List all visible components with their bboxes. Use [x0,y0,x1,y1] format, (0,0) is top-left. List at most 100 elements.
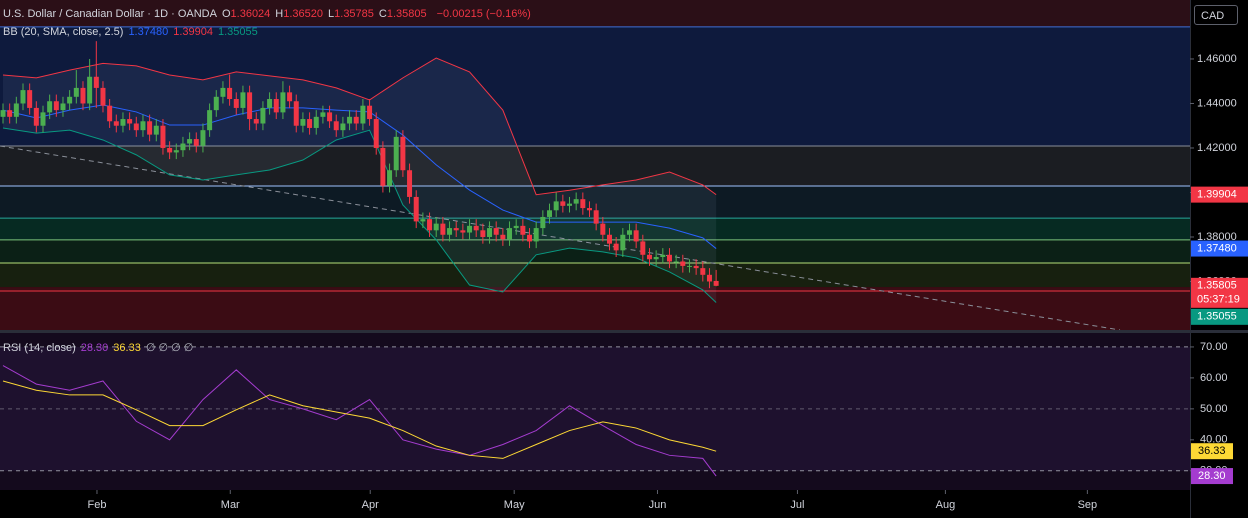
candle-body [693,265,699,269]
candle-body [640,241,646,255]
candle-body [713,280,719,286]
rsi-y-tick-label: 40.00 [1200,434,1228,446]
x-tick-label: Apr [362,499,379,511]
candle-body [273,99,279,113]
candle-body [646,254,652,260]
candle-body [73,87,79,97]
candle-body [93,76,99,88]
candle-body [307,119,313,128]
candle-body [467,225,473,233]
candle-body [13,103,19,117]
candle-body [387,170,393,186]
candle-body [320,112,326,117]
candle-body [613,243,619,251]
candle-body [340,123,346,131]
candle-body [626,230,632,235]
candle-body [147,121,153,135]
candle-body [153,125,159,135]
candle-body [433,223,439,231]
candle-body [373,119,379,148]
candle-body [540,216,546,229]
x-tick-label: Jul [790,499,804,511]
rsi-ma-line [2,380,717,459]
price-badge-label: 1.37480 [1197,242,1237,254]
candle-body [253,119,259,124]
candle-body [587,208,593,211]
main-pane [0,0,1190,330]
ohlc-key: H [275,8,284,20]
rsi-value: 28.30 [80,342,109,354]
candle-body [167,147,173,153]
bb-upper-value: 1.39904 [173,26,213,38]
candle-body [380,147,386,186]
candle-body [313,116,319,128]
zone [0,26,1190,146]
candle-body [120,119,126,126]
candle-body [420,219,426,222]
price-axis [1190,0,1248,518]
rsi-y-tick-label: 70.00 [1200,341,1228,353]
candle-body [407,170,413,197]
candle-body [573,199,579,204]
x-tick-label: Mar [221,499,240,511]
candle-body [413,196,419,222]
x-tick-label: Aug [936,499,956,511]
candle-body [240,92,246,108]
zone [0,287,1190,330]
candle-body [487,228,493,237]
zone [0,0,1190,27]
candle-body [633,230,639,242]
candle-body [700,268,706,275]
y-tick-label: 1.46000 [1197,53,1237,65]
price-badge-label: 1.35805 [1197,280,1237,292]
price-badge-label: 1.35055 [1197,311,1237,323]
candle-body [0,110,6,117]
candle-body [393,136,399,171]
y-tick-label: 1.42000 [1197,142,1237,154]
candle-body [666,254,672,262]
candle-body [7,110,13,117]
candle-body [160,125,166,148]
price-badge [1191,186,1248,203]
rsi-line [2,365,717,477]
candle-body [427,219,433,231]
rsi-placeholder: ∅ ∅ ∅ ∅ [145,342,194,354]
ohlc-value: 1.36520 [283,8,324,20]
rsi-pane [0,333,1190,490]
candle-body [233,99,239,108]
change: −0.00215 (−0.16%) [436,8,531,20]
zone [0,218,1190,240]
candle-body [200,130,206,146]
candle-body [67,96,73,104]
candle-body [706,274,712,282]
candle-body [513,225,519,229]
symbol-header: U.S. Dollar / Canadian Dollar · 1D · OAN… [3,8,536,20]
candle-body [347,116,353,124]
candle-body [460,230,466,233]
candle-body [327,112,333,122]
zone [0,263,1190,288]
candle-body [560,201,566,206]
candle-body [40,112,46,126]
candle-body [527,234,533,242]
candle-body [680,261,686,266]
rsi-plot [0,346,1190,477]
candle-body [493,228,499,235]
candle-body [127,119,133,124]
rsi-badge [1191,443,1233,460]
currency-button[interactable]: CAD [1194,5,1238,25]
bb-basis-value: 1.37480 [128,26,169,38]
rsi-y-tick-label: 60.00 [1200,372,1228,384]
rsi-legend: RSI (14, close) 28.30 36.33 ∅ ∅ ∅ ∅ [3,341,198,354]
rsi-badge [1191,468,1233,485]
candle-body [553,201,559,211]
y-tick-label: 1.38000 [1197,231,1237,243]
candle-body [660,254,666,258]
rsi-badge-label: 28.30 [1198,470,1226,482]
price-badge [1191,240,1248,257]
ohlc: O1.36024 H1.36520 L1.35785 C1.35805 [222,8,432,20]
candle-body [287,92,293,102]
candle-body [353,116,359,124]
candle-body [567,203,573,206]
